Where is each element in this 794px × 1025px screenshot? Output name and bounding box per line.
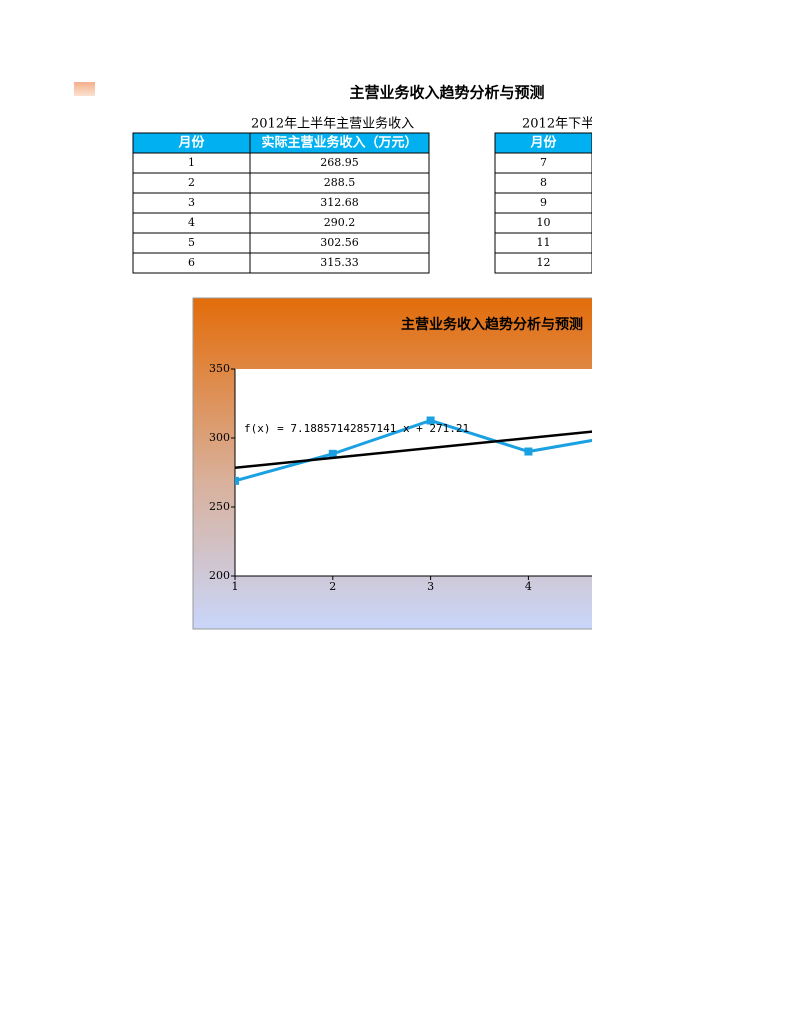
column-header: 月份 <box>529 135 557 151</box>
cell-text: 8 <box>540 176 547 189</box>
column-header: 月份 <box>177 135 205 151</box>
column-header: 实际主营业务收入（万元） <box>261 135 417 151</box>
cell-text: 1 <box>188 156 195 169</box>
cell-text: 268.95 <box>320 156 359 169</box>
plot <box>235 413 728 485</box>
chart: 主营业务收入趋势分析与预测 200 250 300 350 1 2 3 4 f(x) = 7.1… <box>192 297 728 630</box>
cell-text: 302.56 <box>320 236 359 249</box>
trendline-equation: f(x) = 7.18857142857141 x + 271.21 <box>244 422 469 435</box>
cell-text: 3 <box>188 196 195 209</box>
cell-text: 7 <box>540 156 547 169</box>
cell-text: 4 <box>188 216 195 229</box>
page-title: 主营业务收入趋势分析与预测 <box>349 84 544 102</box>
chart-title: 主营业务收入趋势分析与预测 <box>401 316 583 333</box>
cell-text: 10 <box>537 216 551 229</box>
x-tick-label: 1 <box>232 580 239 593</box>
cell-text: 6 <box>188 256 195 269</box>
cell-text: 12 <box>537 256 551 269</box>
y-tick-label: 200 <box>209 569 230 582</box>
cell-text: 312.68 <box>320 196 359 209</box>
plot-area <box>235 369 592 576</box>
data-point <box>720 413 728 421</box>
table-caption: 2012年上半年主营业务收入 <box>251 116 414 132</box>
table-caption: 2012年下半 <box>522 117 594 132</box>
data-point <box>622 430 630 438</box>
cell-text: 11 <box>537 236 551 249</box>
data-point <box>235 476 239 485</box>
y-tick-label: 250 <box>209 500 230 513</box>
trendline <box>235 430 592 470</box>
cell-text: 5 <box>188 236 195 249</box>
cell-text: 288.5 <box>324 176 356 189</box>
data-point <box>524 447 533 456</box>
tag <box>74 82 95 96</box>
data-point <box>328 449 337 458</box>
cell-text: 290.2 <box>324 216 356 229</box>
y-tick-label: 300 <box>209 431 230 444</box>
cell-text: 9 <box>540 196 547 209</box>
y-tick-label: 350 <box>209 362 230 375</box>
cell-text: 315.33 <box>320 256 359 269</box>
data-point <box>426 416 435 425</box>
x-tick-label: 4 <box>525 580 532 593</box>
x-tick-label: 2 <box>329 580 336 593</box>
x-tick-label: 3 <box>427 580 434 593</box>
cell-text: 2 <box>188 176 195 189</box>
